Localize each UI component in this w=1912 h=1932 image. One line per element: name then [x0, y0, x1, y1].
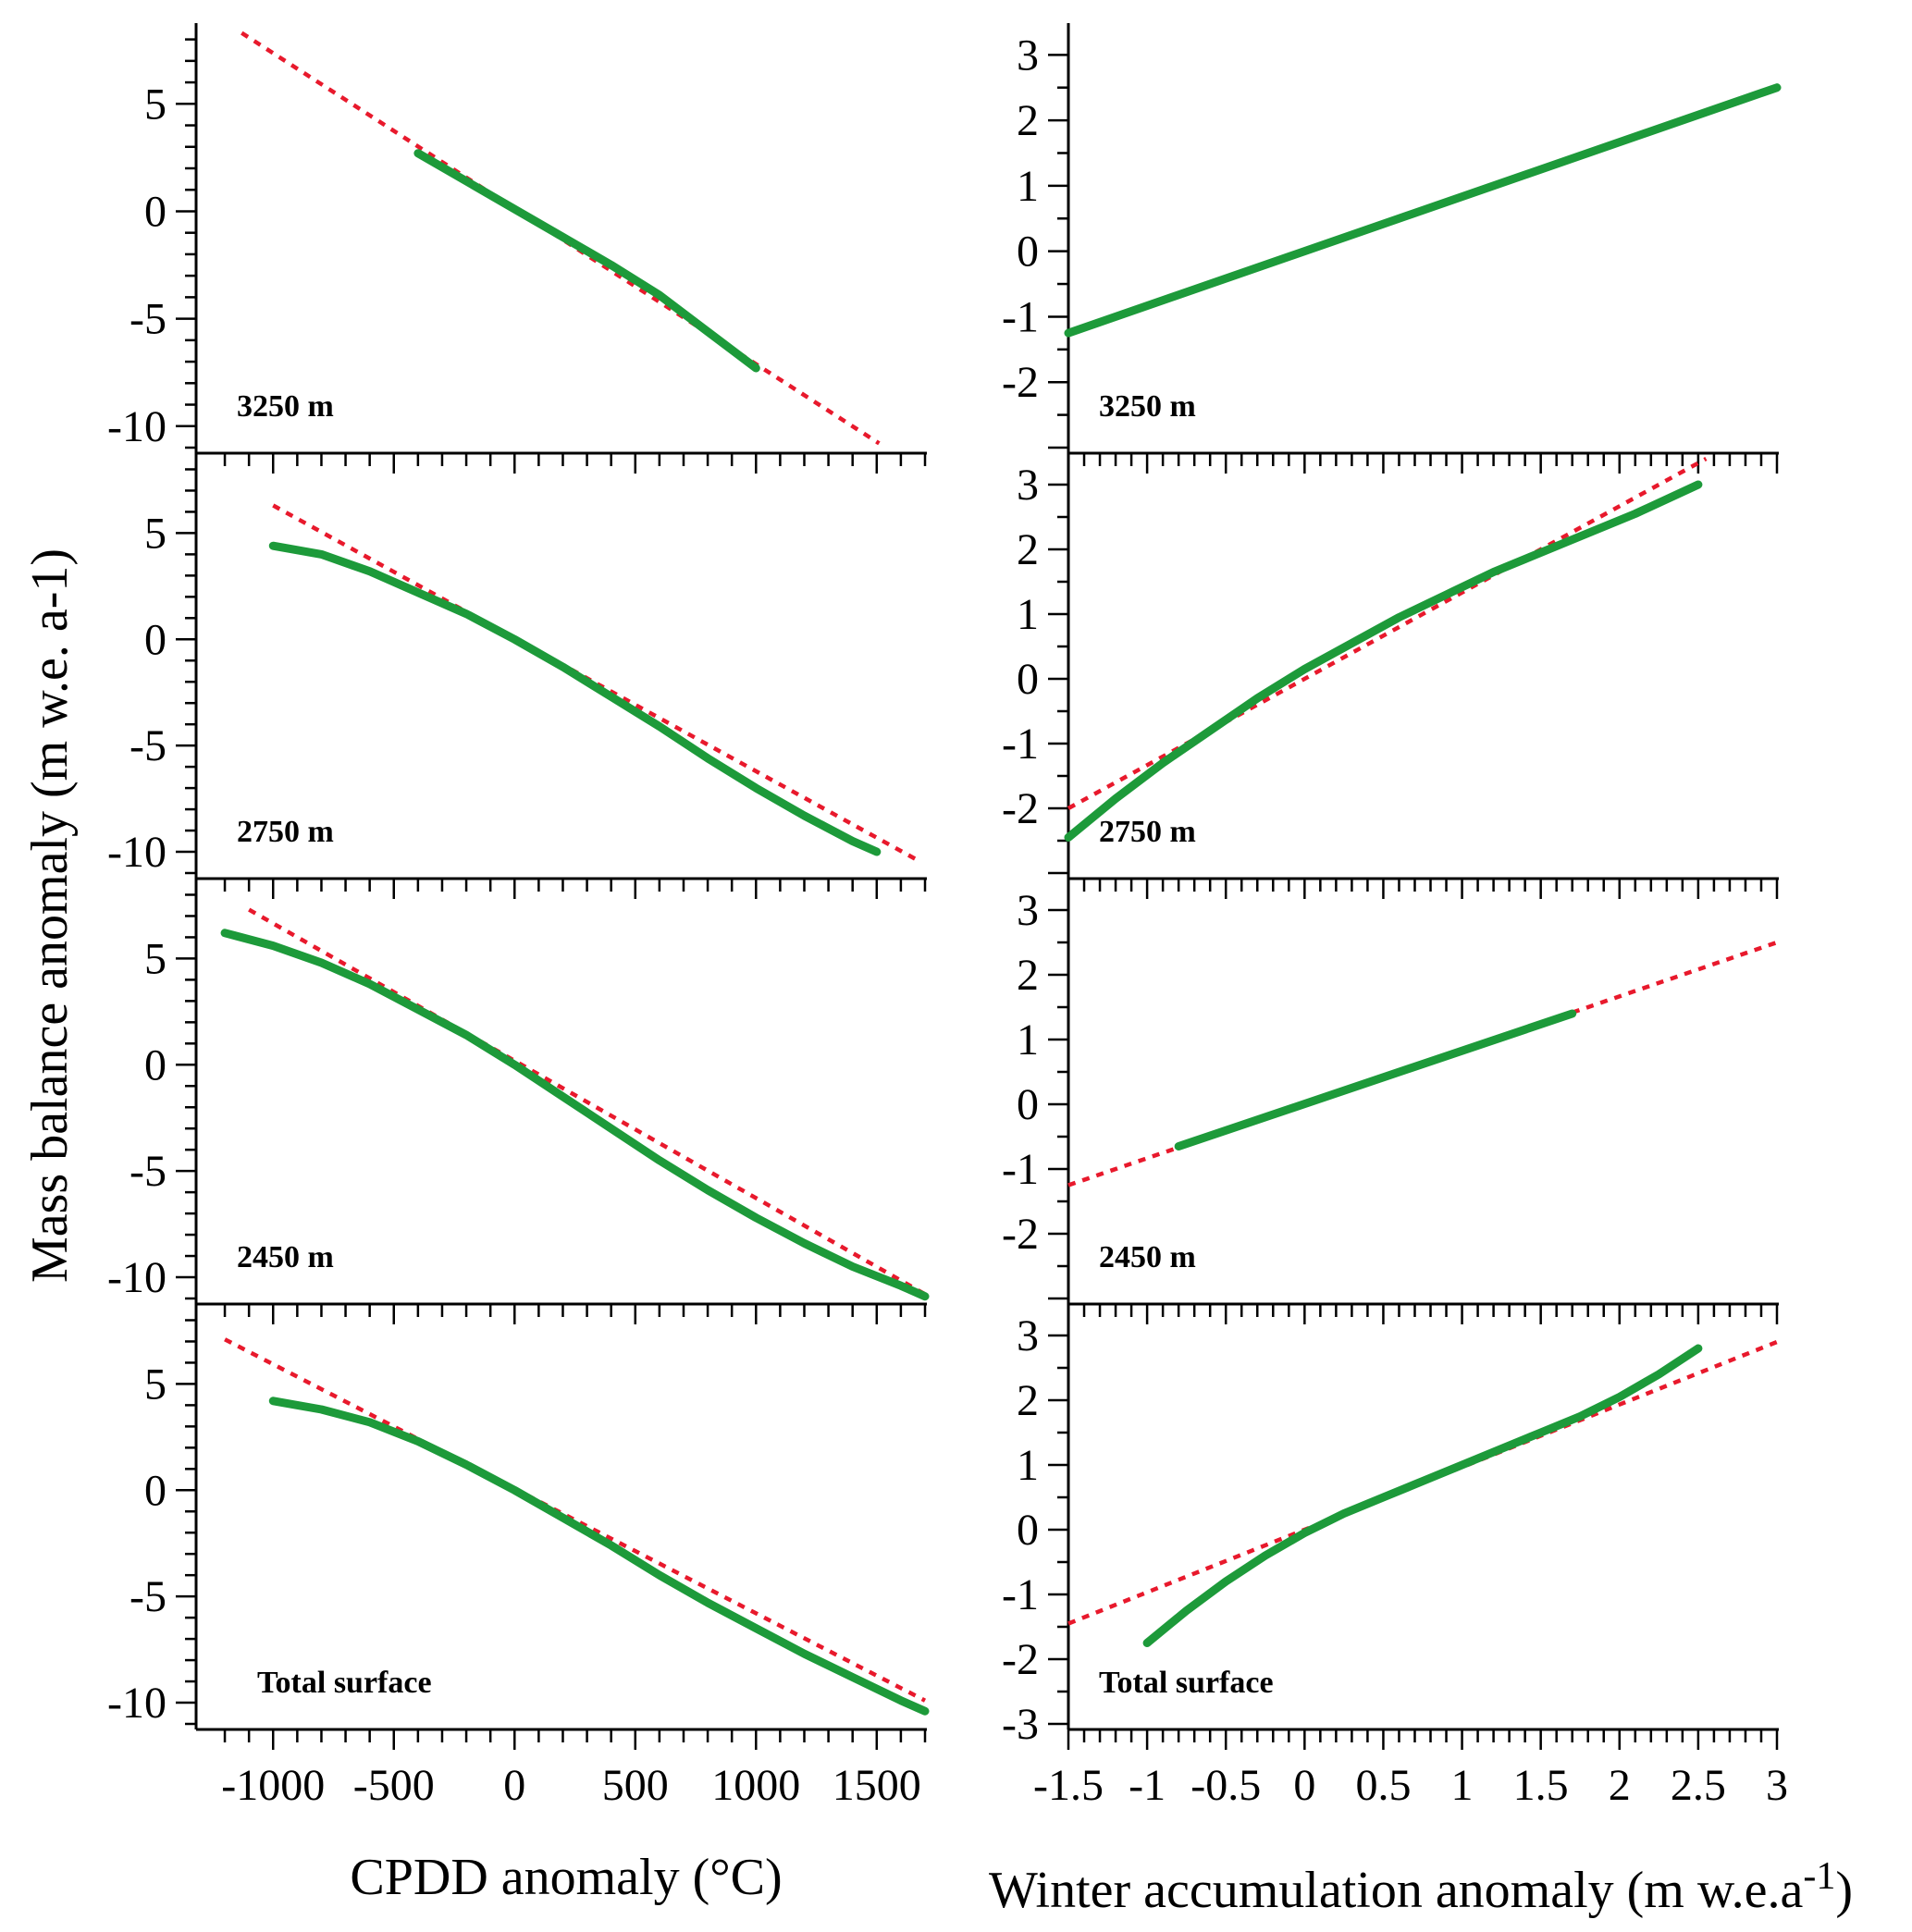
panel-right-3250-m-model-curve: [1064, 83, 1782, 338]
y-axis-title: Mass balance anomaly (m w.e. a-1): [21, 548, 79, 1283]
left-x-axis-title: CPDD anomaly (°C): [350, 1849, 782, 1906]
panel-left-2450-m-y-tick-label: 0: [144, 1040, 167, 1089]
panel-right-2450-m-y-tick-label: -2: [1002, 1210, 1039, 1259]
panel-right-2450-m-y-tick-label: 1: [1017, 1015, 1039, 1064]
panel-left-3250-m: 5 0 -5 -10 3250 m: [107, 23, 927, 474]
panel-right-total-surface-y-tick-label: 1: [1017, 1441, 1039, 1490]
panels-group: 50-5-10 3250 m50-5-10 2750 m50-5-10 2450 m5…: [107, 23, 1788, 1810]
panel-left-total-surface-y-tick-label: 5: [144, 1360, 167, 1409]
panel-right-2450-m-y-tick-label: -1: [1002, 1145, 1039, 1194]
panel-left-total-surface-x-tick-label: -1000: [221, 1761, 325, 1810]
panel-right-3250-m: 3 2 1 0 -1 -2 3250 m: [1002, 23, 1782, 474]
panel-left-2750-m-y-tick-label: 5: [144, 509, 167, 558]
panel-left-3250-m-y-tick-label: 5: [144, 80, 167, 129]
panel-right-2450-m-model-curve: [1174, 1009, 1577, 1151]
panel-right-2750-m-y-tick-label: -1: [1002, 720, 1039, 769]
panel-right-total-surface-x-tick-label: -0.5: [1190, 1761, 1261, 1810]
panel-left-3250-m-y-tick-label: 0: [144, 187, 167, 236]
panel-right-2750-m-y-tick-label: 1: [1017, 590, 1039, 639]
panel-right-3250-m-label: 3250 m: [1099, 389, 1196, 424]
panel-right-total-surface-model-curve: [1142, 1344, 1703, 1647]
panel-left-total-surface-label: Total surface: [257, 1666, 432, 1700]
panel-left-total-surface: 5 0 -5 -10 -1000 -500 0 500 1000 1500 Total surfac…: [107, 1304, 930, 1810]
panel-left-2450-m-linear-fit-line: [248, 907, 927, 1297]
panel-right-total-surface-y-tick-label: -2: [1002, 1635, 1039, 1684]
panel-right-2750-m-y-tick-label: 2: [1017, 525, 1039, 574]
panel-right-total-surface-x-tick-label: 0: [1293, 1761, 1315, 1810]
panel-left-2750-m-model-curve: [268, 541, 882, 856]
panel-left-total-surface-linear-fit-line: [224, 1337, 927, 1703]
panel-left-2450-m-y-tick-label: -10: [107, 1253, 167, 1302]
panel-left-total-surface-x-tick-label: 1500: [833, 1761, 921, 1810]
panel-right-total-surface-x-tick-label: 1.5: [1513, 1761, 1569, 1810]
panel-left-total-surface-x-tick-label: 500: [602, 1761, 669, 1810]
panel-left-3250-m-y-tick-label: -5: [130, 295, 167, 344]
panel-left-total-surface-x-tick-label: 0: [503, 1761, 525, 1810]
panel-right-total-surface-x-tick-label: 2: [1609, 1761, 1631, 1810]
panel-right-2750-m-linear-fit-line: [1067, 457, 1708, 810]
panel-right-total-surface-y-tick-label: -1: [1002, 1570, 1039, 1619]
panel-right-total-surface-x-tick-label: 3: [1766, 1761, 1788, 1810]
panel-left-3250-m-model-curve: [413, 149, 760, 373]
panel-right-total-surface-x-tick-label: -1.5: [1033, 1761, 1104, 1810]
panel-left-2750-m-linear-fit-line: [272, 503, 919, 863]
panel-left-2750-m-y-tick-label: -10: [107, 828, 167, 877]
panel-left-3250-m-y-tick-label: -10: [107, 402, 167, 451]
panel-right-3250-m-y-tick-label: 3: [1017, 31, 1039, 80]
panel-left-2450-m-y-tick-label: -5: [130, 1147, 167, 1196]
panel-right-2450-m-y-tick-label: 0: [1017, 1080, 1039, 1129]
panel-left-2750-m-y-tick-label: -5: [130, 721, 167, 770]
panel-right-total-surface-x-tick-label: -1: [1129, 1761, 1166, 1810]
panel-right-2750-m-y-tick-label: -2: [1002, 784, 1039, 833]
panel-left-2450-m: 5 0 -5 -10 2450 m: [107, 879, 930, 1324]
panel-left-2750-m-y-tick-label: 0: [144, 615, 167, 664]
panel-left-2750-m: 5 0 -5 -10 2750 m: [107, 453, 927, 899]
panel-right-total-surface: 3 2 1 0 -1 -2 -3 -1.5 -1 -0.5 0 0.5 1 1.5 2 2.5 3 Total s…: [1002, 1304, 1788, 1810]
panel-right-total-surface-y-tick-label: -3: [1002, 1700, 1039, 1749]
panel-right-total-surface-y-tick-label: 2: [1017, 1376, 1039, 1425]
panel-right-2750-m-model-curve: [1064, 480, 1703, 842]
panel-left-total-surface-model-curve: [268, 1397, 930, 1716]
panel-left-total-surface-y-tick-label: -5: [130, 1572, 167, 1621]
panel-left-total-surface-x-tick-label: 1000: [711, 1761, 800, 1810]
panel-right-2750-m-y-tick-label: 3: [1017, 461, 1039, 510]
panel-right-3250-m-y-tick-label: 2: [1017, 96, 1039, 145]
panel-right-2450-m: 3 2 1 0 -1 -2 2450 m: [1002, 879, 1779, 1324]
panel-right-total-surface-x-tick-label: 2.5: [1671, 1761, 1726, 1810]
right-x-axis-title: Winter accumulation anomaly (m w.e.a-1): [989, 1855, 1853, 1919]
panel-right-total-surface-y-tick-label: 0: [1017, 1506, 1039, 1555]
panel-right-2450-m-y-tick-label: 2: [1017, 951, 1039, 1000]
right-x-axis-title-close: ): [1835, 1862, 1853, 1919]
panel-right-3250-m-y-tick-label: 1: [1017, 162, 1039, 211]
panel-right-2450-m-y-tick-label: 3: [1017, 886, 1039, 935]
panel-right-2750-m-y-tick-label: 0: [1017, 655, 1039, 704]
panel-right-total-surface-y-tick-label: 3: [1017, 1311, 1039, 1360]
panel-left-2450-m-model-curve: [220, 929, 930, 1301]
panel-left-total-surface-y-tick-label: 0: [144, 1466, 167, 1515]
right-x-axis-title-superscript: -1: [1803, 1855, 1835, 1898]
panel-left-total-surface-y-tick-label: -10: [107, 1679, 167, 1728]
panel-left-total-surface-x-tick-label: -500: [353, 1761, 435, 1810]
panel-left-2450-m-y-tick-label: 5: [144, 934, 167, 983]
panel-right-2750-m-label: 2750 m: [1099, 815, 1196, 849]
panel-right-total-surface-x-tick-label: 1: [1451, 1761, 1474, 1810]
panel-right-2450-m-label: 2450 m: [1099, 1240, 1196, 1274]
right-x-axis-title-main: Winter accumulation anomaly (m w.e.a: [989, 1862, 1804, 1919]
panel-right-total-surface-x-tick-label: 0.5: [1355, 1761, 1411, 1810]
panel-right-3250-m-y-tick-label: -1: [1002, 292, 1039, 341]
panel-right-2750-m: 3 2 1 0 -1 -2 2750 m: [1002, 453, 1779, 899]
panel-right-3250-m-y-tick-label: 0: [1017, 228, 1039, 277]
panel-left-3250-m-label: 3250 m: [237, 389, 334, 424]
panel-right-3250-m-y-tick-label: -2: [1002, 358, 1039, 407]
panel-left-2750-m-label: 2750 m: [237, 815, 334, 849]
panel-left-2450-m-label: 2450 m: [237, 1240, 334, 1274]
panel-right-total-surface-label: Total surface: [1099, 1666, 1274, 1700]
